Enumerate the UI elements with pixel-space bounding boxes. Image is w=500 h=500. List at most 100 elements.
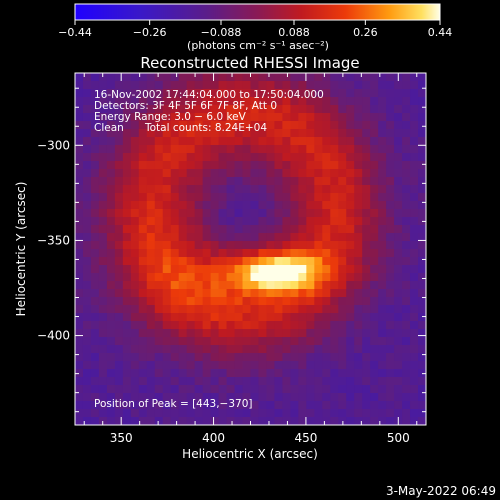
heatmap-cell <box>82 409 92 418</box>
heatmap-cell <box>250 385 259 394</box>
heatmap-cell <box>106 329 116 338</box>
heatmap-cell <box>90 105 100 114</box>
heatmap-cell <box>138 281 148 290</box>
heatmap-cell <box>242 345 251 354</box>
heatmap-cell <box>322 241 331 250</box>
heatmap-cell <box>314 185 323 194</box>
heatmap-cell <box>75 377 84 386</box>
heatmap-cell <box>338 409 347 418</box>
heatmap-cell <box>338 177 347 186</box>
heatmap-cell <box>202 137 212 146</box>
heatmap-cell <box>322 129 331 138</box>
heatmap-cell <box>410 137 419 146</box>
heatmap-cell <box>378 417 387 426</box>
heatmap-cell <box>170 185 180 194</box>
heatmap-cell <box>82 209 92 218</box>
heatmap-cell <box>370 241 379 250</box>
heatmap-cell <box>330 409 339 418</box>
annotation-clean: Clean <box>94 122 124 134</box>
heatmap-cell <box>226 81 236 90</box>
heatmap-cell <box>282 217 291 226</box>
heatmap-cell <box>298 385 307 394</box>
heatmap-cell <box>378 369 387 378</box>
heatmap-cell <box>154 257 164 266</box>
heatmap-cell <box>234 313 244 322</box>
heatmap-cell <box>346 337 355 346</box>
heatmap-cell <box>298 193 307 202</box>
heatmap-cell <box>122 201 132 210</box>
heatmap-cell <box>194 257 204 266</box>
heatmap-cell <box>114 337 124 346</box>
heatmap-cell <box>322 337 331 346</box>
heatmap-cell <box>290 129 299 138</box>
heatmap-cell <box>154 217 164 226</box>
heatmap-cell <box>306 297 315 306</box>
heatmap-cell <box>122 241 132 250</box>
heatmap-cell <box>306 201 315 210</box>
heatmap-cell <box>138 169 148 178</box>
heatmap-cell <box>146 313 156 322</box>
heatmap-cell <box>290 241 299 250</box>
heatmap-cell <box>170 177 180 186</box>
heatmap-cell <box>186 73 196 82</box>
heatmap-cell <box>242 121 251 130</box>
heatmap-cell <box>218 209 228 218</box>
heatmap-cell <box>226 385 236 394</box>
heatmap-cell <box>130 105 140 114</box>
heatmap-cell <box>218 377 228 386</box>
heatmap-cell <box>178 369 188 378</box>
heatmap-cell <box>162 369 172 378</box>
heatmap-cell <box>202 153 212 162</box>
heatmap-cell <box>90 257 100 266</box>
heatmap-cell <box>418 225 427 234</box>
heatmap-cell <box>114 281 124 290</box>
heatmap-cell <box>290 281 299 290</box>
heatmap-cell <box>226 105 236 114</box>
heatmap-cell <box>338 153 347 162</box>
heatmap-cell <box>362 121 371 130</box>
heatmap-cell <box>386 297 395 306</box>
heatmap-cell <box>274 201 283 210</box>
heatmap-cell <box>346 89 355 98</box>
heatmap-cell <box>226 201 236 210</box>
heatmap-cell <box>234 289 244 298</box>
heatmap-cell <box>338 201 347 210</box>
heatmap-cell <box>138 313 148 322</box>
heatmap-cell <box>306 233 315 242</box>
heatmap-cell <box>274 313 283 322</box>
heatmap-cell <box>98 185 108 194</box>
heatmap-cell <box>330 265 339 274</box>
heatmap-cell <box>242 217 251 226</box>
heatmap-cell <box>130 361 140 370</box>
heatmap-cell <box>98 289 108 298</box>
heatmap-cell <box>82 401 92 410</box>
heatmap-cell <box>130 185 140 194</box>
heatmap-cell <box>314 89 323 98</box>
heatmap-cell <box>338 233 347 242</box>
heatmap-cell <box>410 257 419 266</box>
heatmap-cell <box>274 81 283 90</box>
heatmap-cell <box>130 81 140 90</box>
heatmap-cell <box>234 145 244 154</box>
colorbar-unit-label: (photons cm⁻² s⁻¹ asec⁻²) <box>187 39 329 52</box>
heatmap-cell <box>298 97 307 106</box>
heatmap-cell <box>354 169 363 178</box>
heatmap-cell <box>226 241 236 250</box>
annotations: 16‐Nov‐2002 17:44:04.000 to 17:50:04.000… <box>94 89 324 410</box>
heatmap-cell <box>410 81 419 90</box>
heatmap-cell <box>370 377 379 386</box>
heatmap-cell <box>202 337 212 346</box>
heatmap-cell <box>170 345 180 354</box>
heatmap-cell <box>106 353 116 362</box>
heatmap-cell <box>194 121 204 130</box>
heatmap-cell <box>75 105 84 114</box>
heatmap-cell <box>130 417 140 426</box>
heatmap-cell <box>386 385 395 394</box>
heatmap-cell <box>386 281 395 290</box>
heatmap-cell <box>90 81 100 90</box>
heatmap-cell <box>234 193 244 202</box>
heatmap-cell <box>178 321 188 330</box>
heatmap-cell <box>226 289 236 298</box>
heatmap-cell <box>186 249 196 258</box>
heatmap-cell <box>82 137 92 146</box>
